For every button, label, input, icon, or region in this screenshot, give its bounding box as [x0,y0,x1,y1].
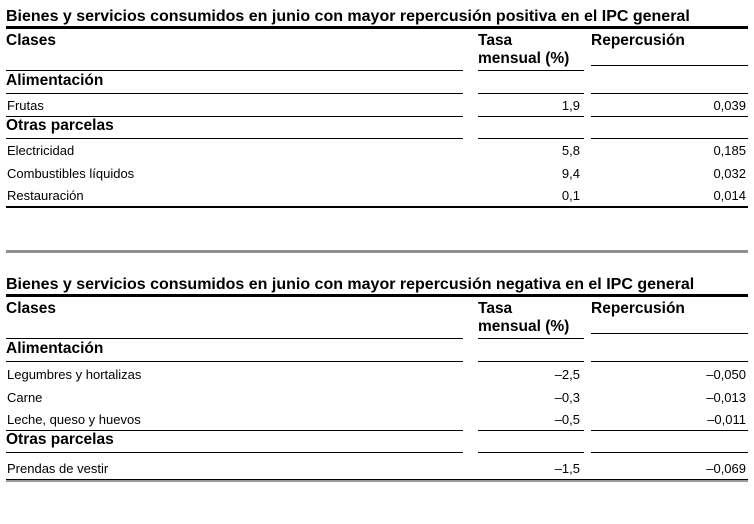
table-positive: Bienes y servicios consumidos en junio c… [6,7,748,208]
tasa-value: –0,5 [478,408,584,431]
repercusion-value: 0,185 [713,143,746,158]
table-row: Restauración 0,1 0,014 [6,184,748,206]
class-label: Restauración [7,188,84,203]
repercusion-value: –0,013 [706,390,746,405]
section-row-alimentacion: Alimentación [6,339,748,362]
tasa-value: –0,3 [554,390,580,405]
column-gap [584,297,591,339]
section-label: Alimentación [6,339,463,362]
table-title: Bienes y servicios consumidos en junio c… [6,276,695,293]
tasa-value: 0,1 [561,188,580,203]
section-row-otras-parcelas: Otras parcelas [6,117,748,139]
table-row: Legumbres y hortalizas –2,5 –0,050 [6,362,748,385]
class-label: Combustibles líquidos [7,166,135,181]
column-header-repercusion: Repercusión [591,29,748,71]
repercusion-value: 0,039 [591,94,748,117]
column-gap [463,297,478,339]
column-gap [584,29,591,71]
section-label: Otras parcelas [6,431,463,453]
column-header-tasa-mensual: Tasa mensual (%) [478,29,584,71]
table-row: Prendas de vestir –1,5 –0,069 [6,452,748,479]
repercusion-value: –0,069 [706,461,746,476]
repercusion-value: 0,032 [713,166,746,181]
column-header-clases: Clases [6,29,463,71]
tasa-value: 1,9 [478,94,584,117]
table-row: Leche, queso y huevos –0,5 –0,011 [6,408,748,431]
section-divider [6,250,748,253]
repercusion-value: –0,011 [591,408,748,431]
section-label: Otras parcelas [6,117,463,139]
section-row-alimentacion: Alimentación [6,71,748,94]
bottom-divider [6,480,748,482]
column-header-tasa-mensual: Tasa mensual (%) [478,297,584,339]
tasa-value: 9,4 [561,166,580,181]
repercusion-value: 0,014 [713,188,746,203]
tasa-value: –1,5 [554,461,580,476]
table-row: Combustibles líquidos 9,4 0,032 [6,161,748,184]
table-header-row: Clases Tasa mensual (%) Repercusión [6,297,748,339]
column-header-clases: Clases [6,297,463,339]
table-negative: Bienes y servicios consumidos en junio c… [6,275,748,482]
table-bottom-rule [6,479,748,480]
tasa-value: –2,5 [554,367,580,382]
table-row: Frutas 1,9 0,039 [6,94,748,117]
class-label: Carne [7,390,43,405]
repercusion-value: –0,050 [706,367,746,382]
column-header-repercusion: Repercusión [591,297,748,339]
table-bottom-rule [6,206,748,208]
class-label: Electricidad [7,143,75,158]
class-label: Prendas de vestir [7,461,109,476]
document-page: Bienes y servicios consumidos en junio c… [6,7,748,482]
title-rule [6,294,748,297]
class-label: Legumbres y hortalizas [7,367,142,382]
title-rule [6,26,748,29]
table-row: Carne –0,3 –0,013 [6,385,748,408]
class-label: Frutas [6,94,463,117]
column-gap [463,29,478,71]
section-label: Alimentación [6,71,463,94]
table-title: Bienes y servicios consumidos en junio c… [6,8,690,25]
section-row-otras-parcelas: Otras parcelas [6,431,748,453]
tasa-value: 5,8 [561,143,580,158]
class-label: Leche, queso y huevos [6,408,463,431]
table-row: Electricidad 5,8 0,185 [6,138,748,161]
table-header-row: Clases Tasa mensual (%) Repercusión [6,29,748,71]
